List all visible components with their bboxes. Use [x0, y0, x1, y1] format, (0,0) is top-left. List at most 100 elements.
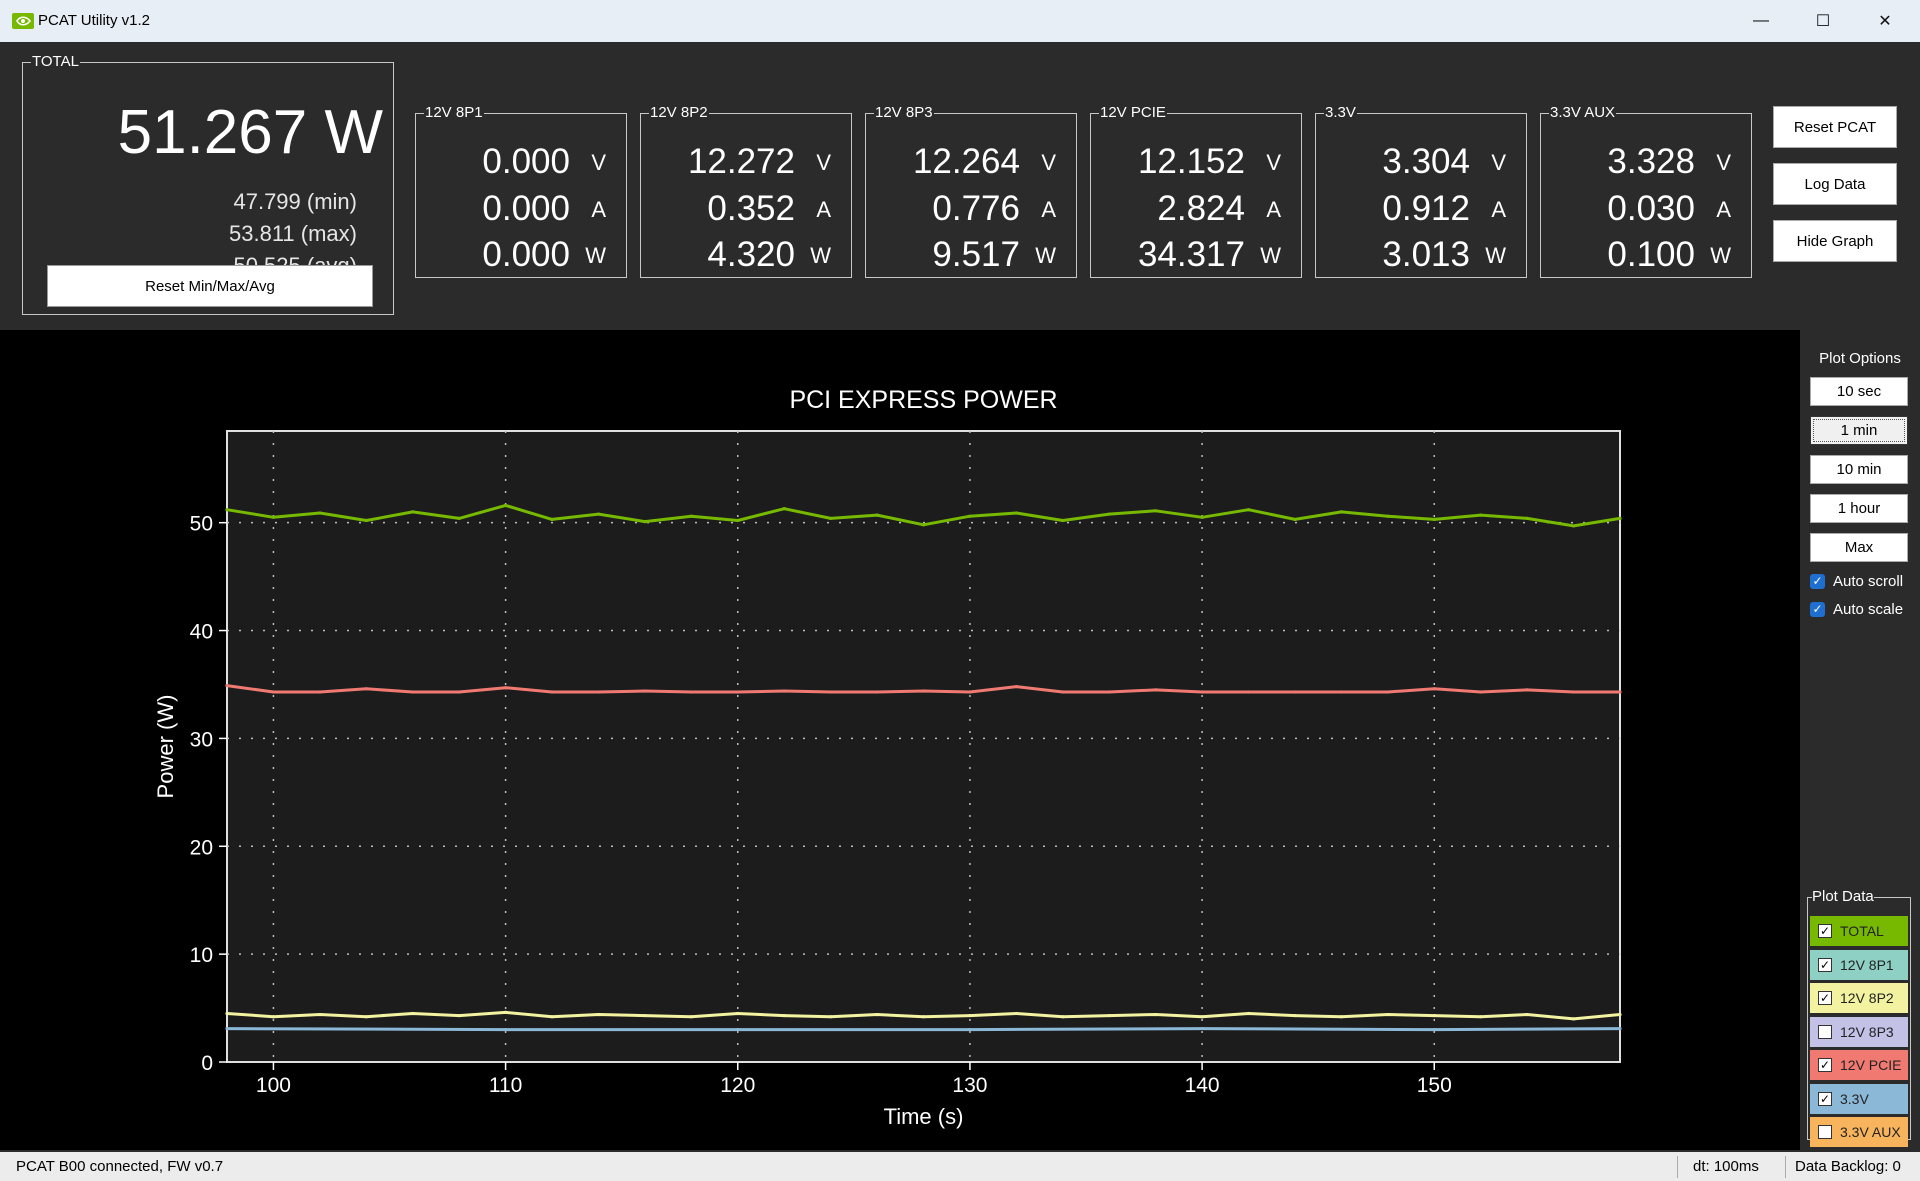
- rail-a-row: 0.030 A: [1541, 189, 1751, 229]
- checked-box-icon[interactable]: ✓: [1818, 924, 1832, 938]
- rail-w-value: 0.100: [1607, 235, 1695, 274]
- series-point: [364, 1015, 368, 1019]
- close-button[interactable]: ✕: [1854, 0, 1916, 42]
- series-point: [364, 687, 368, 691]
- series-point: [1014, 685, 1018, 689]
- rail-v-row: 12.264 V: [866, 142, 1076, 182]
- plot-options-title: Plot Options: [1819, 350, 1901, 367]
- reset-min-max-avg-button[interactable]: Reset Min/Max/Avg: [47, 265, 373, 307]
- series-point: [457, 516, 461, 520]
- rail-v-unit: V: [1491, 150, 1506, 175]
- plot-data-item[interactable]: ✓ 3.3V: [1810, 1083, 1908, 1114]
- rail-a-value: 2.824: [1157, 189, 1245, 228]
- y-tick-label: 10: [190, 944, 213, 967]
- checked-box-icon[interactable]: ✓: [1818, 991, 1832, 1005]
- series-point: [736, 518, 740, 523]
- checked-box-icon[interactable]: ✓: [1818, 1058, 1832, 1072]
- rail-v-row: 0.000 V: [416, 142, 626, 182]
- rail-a-value: 0.030: [1607, 189, 1695, 228]
- total-label: TOTAL: [32, 53, 79, 70]
- auto-scale-label: Auto scale: [1833, 600, 1904, 618]
- y-tick-label: 0: [201, 1052, 213, 1075]
- hide-graph-button[interactable]: Hide Graph: [1773, 220, 1897, 262]
- series-point: [736, 690, 740, 694]
- series-point: [1246, 508, 1251, 512]
- series-point: [504, 1028, 508, 1032]
- series-point: [596, 1012, 601, 1017]
- maximize-button[interactable]: ☐: [1792, 0, 1854, 42]
- unchecked-box-icon[interactable]: [1818, 1024, 1832, 1039]
- series-point: [968, 690, 972, 694]
- plot-data-label: 12V 8P2: [1840, 990, 1894, 1006]
- rail-v-value: 0.000: [482, 142, 570, 181]
- series-point: [829, 516, 833, 520]
- plot-data-group: Plot Data ✓ TOTAL ✓ 12V 8P1 ✓ 12V 8P2 12V 8P3 ✓…: [1807, 888, 1911, 1147]
- total-group: TOTAL 51.267 W 47.799 (min) 53.811 (max)…: [22, 53, 394, 315]
- series-point: [1107, 512, 1111, 516]
- rail-w-row: 34.317 W: [1091, 235, 1301, 275]
- series-point: [1432, 1014, 1436, 1018]
- minimize-button[interactable]: —: [1730, 0, 1792, 42]
- plot-data-item[interactable]: ✓ 12V 8P2: [1810, 983, 1908, 1013]
- series-point: [364, 518, 368, 523]
- chart-title: PCI EXPRESS POWER: [789, 386, 1057, 414]
- series-point: [225, 1011, 229, 1016]
- series-point: [1618, 1012, 1622, 1017]
- plot-area: PCI EXPRESS POWER 0 10 20 30 40 50 100 110 120 130…: [0, 330, 1800, 1150]
- log-data-button[interactable]: Log Data: [1773, 163, 1897, 205]
- auto-scroll-checkbox[interactable]: ✓ Auto scroll: [1810, 571, 1903, 591]
- rail-v-value: 12.152: [1137, 142, 1245, 181]
- series-point: [782, 1014, 786, 1018]
- range-button[interactable]: 10 min: [1810, 455, 1908, 484]
- rail-v-value: 12.272: [687, 142, 795, 181]
- plot-data-item[interactable]: ✓ TOTAL: [1810, 916, 1908, 946]
- reset-pcat-button[interactable]: Reset PCAT: [1773, 106, 1897, 148]
- y-tick-label: 20: [190, 836, 213, 859]
- series-point: [1571, 690, 1576, 694]
- backlog-status: Data Backlog: 0: [1795, 1158, 1901, 1175]
- total-power-value: 51.267 W: [117, 98, 383, 167]
- rail-a-value: 0.352: [707, 189, 795, 228]
- series-point: [271, 690, 276, 694]
- plot-data-label: TOTAL: [1840, 923, 1884, 939]
- range-button[interactable]: Max: [1810, 533, 1908, 562]
- series-point: [1479, 690, 1483, 694]
- checked-box-icon[interactable]: ✓: [1818, 957, 1832, 972]
- rail-w-value: 34.317: [1137, 235, 1245, 274]
- rail-w-row: 4.320 W: [641, 235, 851, 275]
- auto-scale-checkbox[interactable]: ✓ Auto scale: [1810, 599, 1903, 619]
- series-point: [875, 513, 879, 517]
- series-point: [1339, 690, 1343, 694]
- rail-w-value: 0.000: [482, 235, 570, 274]
- plot-data-label: 3.3V: [1840, 1090, 1869, 1107]
- series-point: [1200, 690, 1204, 694]
- series-point: [550, 517, 554, 522]
- range-button[interactable]: 10 sec: [1810, 377, 1908, 406]
- y-tick-label: 50: [190, 513, 213, 536]
- plot-data-item[interactable]: 12V 8P3: [1810, 1016, 1908, 1047]
- total-min: 47.799 (min): [233, 189, 357, 214]
- unchecked-box-icon[interactable]: [1818, 1125, 1832, 1139]
- series-point: [921, 1015, 926, 1019]
- plot-data-item[interactable]: ✓ 12V 8P1: [1810, 949, 1908, 980]
- series-point: [1107, 1014, 1111, 1018]
- plot-data-title: Plot Data: [1812, 888, 1874, 905]
- range-button[interactable]: 1 min: [1810, 416, 1908, 445]
- checked-box-icon[interactable]: ✓: [1818, 1091, 1832, 1106]
- x-tick-label: 150: [1417, 1074, 1452, 1097]
- series-point: [875, 690, 879, 694]
- plot-data-item[interactable]: 3.3V AUX: [1810, 1117, 1908, 1147]
- close-icon: ✕: [1878, 13, 1892, 30]
- rail-v-unit: V: [1716, 150, 1731, 175]
- rail-a-unit: A: [1716, 197, 1731, 222]
- rail-group: 12V PCIE 12.152 V 2.824 A 34.317 W: [1090, 105, 1302, 278]
- rail-w-value: 4.320: [707, 235, 795, 274]
- plot-data-label: 3.3V AUX: [1840, 1124, 1901, 1140]
- series-point: [1200, 515, 1204, 519]
- y-axis-label: Power (W): [153, 695, 178, 799]
- rail-w-unit: W: [810, 243, 831, 268]
- power-chart: PCI EXPRESS POWER 0 10 20 30 40 50 100 110 120 130…: [153, 386, 1622, 1129]
- plot-data-item[interactable]: ✓ 12V PCIE: [1810, 1050, 1908, 1080]
- rail-a-unit: A: [1041, 197, 1056, 222]
- range-button[interactable]: 1 hour: [1810, 494, 1908, 523]
